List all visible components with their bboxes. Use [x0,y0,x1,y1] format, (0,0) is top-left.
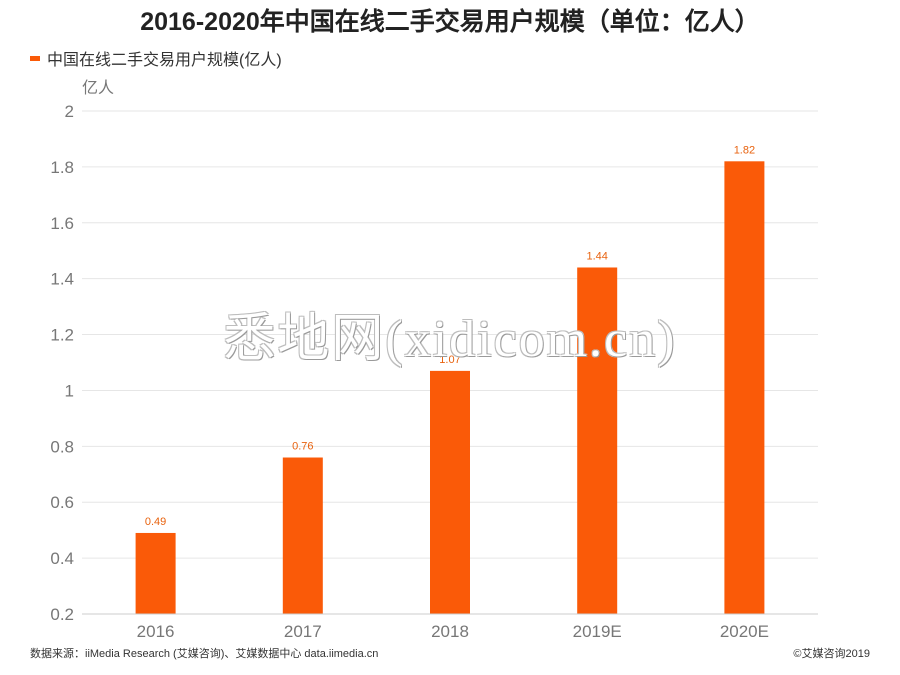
x-tick-label: 2018 [431,622,469,641]
y-tick-label: 0.4 [50,549,74,568]
y-tick-label: 1.8 [50,158,74,177]
bar-2018 [430,370,470,614]
x-tick-label: 2019E [573,622,622,641]
y-axis-label: 亿人 [82,79,114,97]
data-label-2018: 1.07 [439,354,460,366]
legend: 中国在线二手交易用户规模(亿人) [30,46,282,70]
data-label-2017: 0.76 [292,441,313,453]
x-tick-label: 2016 [137,622,175,641]
y-tick-labels: 0.2 0.4 0.6 0.8 1 1.2 1.4 1.6 1.8 2 [50,102,74,624]
y-tick-label: 0.2 [50,605,74,624]
data-labels: 0.49 0.76 1.07 1.44 1.82 [145,144,755,528]
y-tick-label: 0.6 [50,493,74,512]
x-tick-label: 2020E [720,622,769,641]
data-label-2016: 0.49 [145,516,166,528]
chart-title: 2016-2020年中国在线二手交易用户规模（单位：亿人） [140,8,760,36]
legend-label: 中国在线二手交易用户规模(亿人) [47,52,282,69]
bar-2020E [724,161,765,615]
source-note: 数据来源：iiMedia Research (艾媒咨询)、艾媒数据中心 data… [30,648,379,660]
y-tick-label: 2 [65,102,74,121]
bar-2016 [135,532,176,614]
x-tick-labels: 2016 2017 2018 2019E 2020E [137,622,769,641]
legend-swatch [30,55,40,61]
bars [135,161,765,615]
y-tick-label: 0.8 [50,437,74,456]
bar-2017 [282,457,323,614]
data-label-2019E: 1.44 [586,250,607,262]
copyright-note: ©艾媒咨询2019 [793,648,870,660]
y-tick-label: 1.2 [50,326,74,345]
data-label-2020E: 1.82 [734,144,755,156]
bar-2019E [577,267,618,614]
y-tick-label: 1.4 [50,270,74,289]
x-tick-label: 2017 [284,622,322,641]
y-tick-label: 1 [65,381,74,400]
y-tick-label: 1.6 [50,214,74,233]
